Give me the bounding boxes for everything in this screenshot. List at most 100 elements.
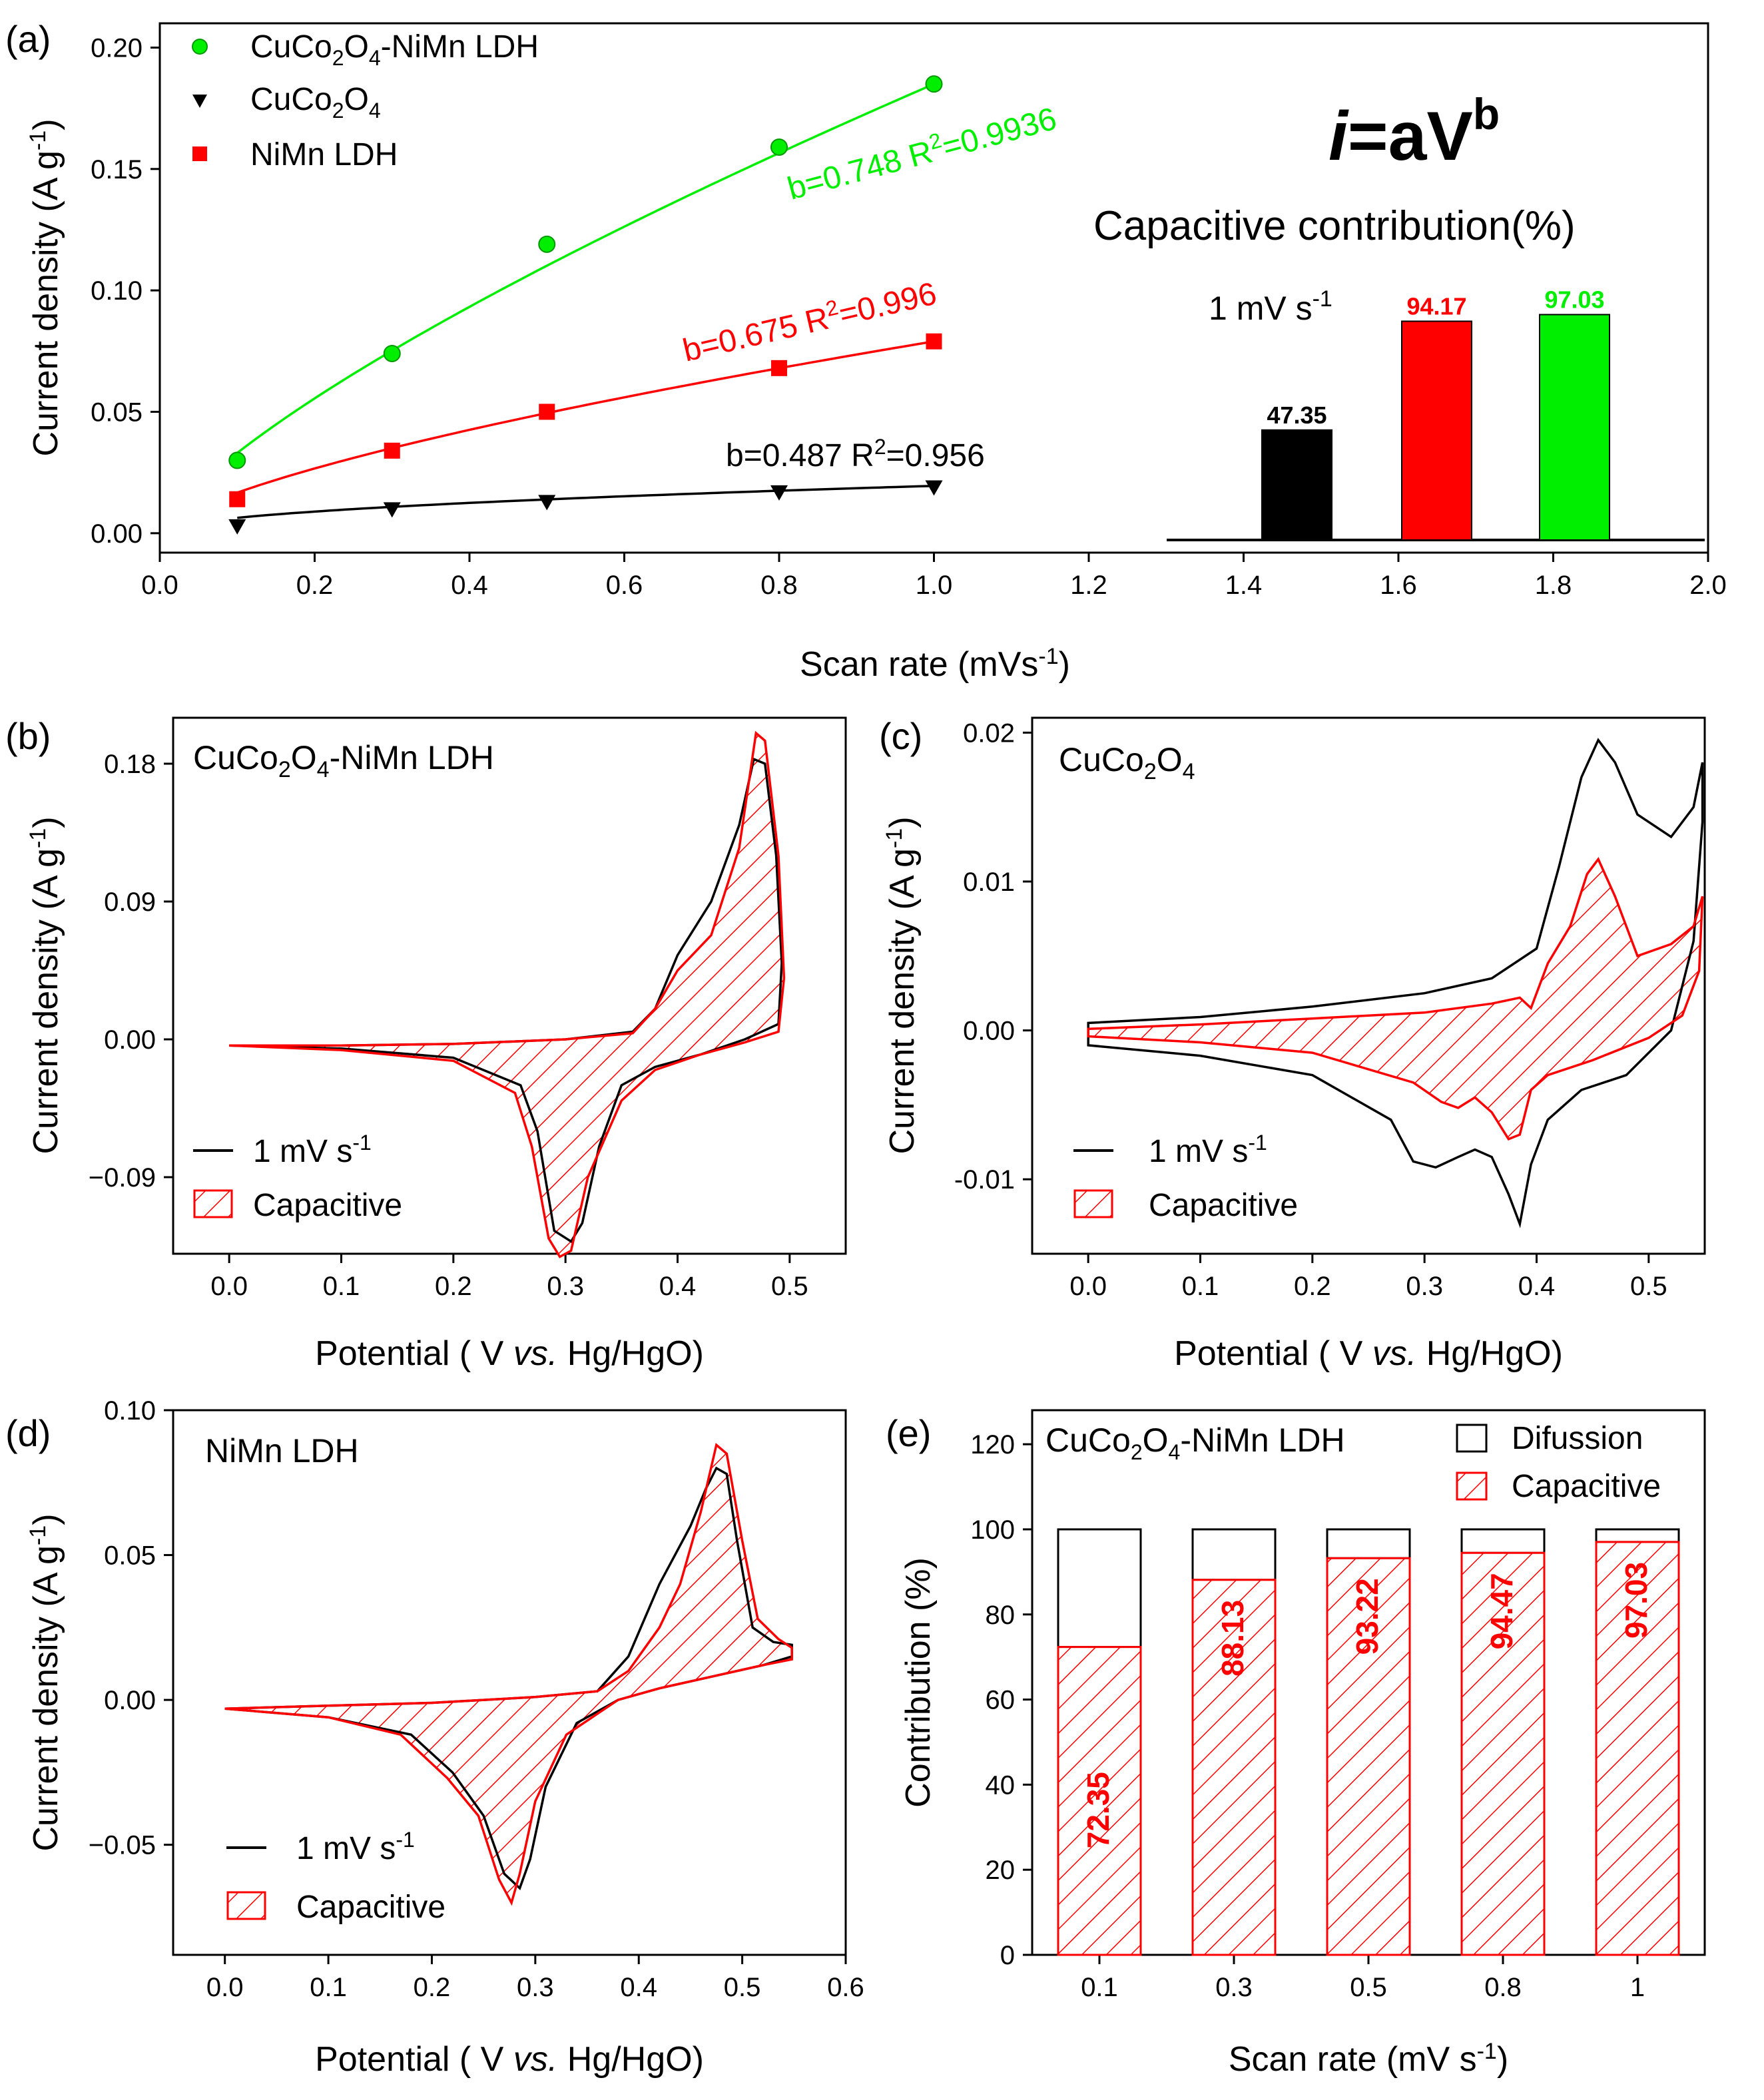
inset-bar-label: 97.03	[1544, 286, 1604, 313]
data-point	[538, 235, 556, 253]
panel-a-fit-curves	[236, 83, 935, 519]
x-tick-label: 0.0	[141, 571, 178, 600]
y-tick-label: 0.00	[104, 1686, 156, 1715]
y-tick-label: −0.09	[89, 1163, 156, 1192]
panel-b-legend-hatch	[193, 1189, 233, 1218]
panel-d-legend-hatch-label: Capacitive	[296, 1890, 445, 1925]
y-tick-label: 0.15	[91, 155, 143, 184]
diffusion-bar	[1057, 1528, 1142, 1649]
x-tick-label: 0.2	[435, 1272, 472, 1301]
panel-a-x-axis-label: Scan rate (mVs-1)	[800, 644, 1070, 684]
panel-e-y-axis-label: Contribution (%)	[899, 1557, 938, 1808]
x-tick-label: 0.8	[760, 571, 798, 600]
panel-d: (d) 0.0 0.1 0.2 0.3 0.4 0.5 0.6 0.10 0.05 0.00 −0.…	[5, 1396, 864, 2079]
inset-bar	[1401, 320, 1472, 541]
panel-e-x-axis-label: Scan rate (mV s-1)	[1229, 2039, 1508, 2079]
y-tick-label: −0.05	[89, 1831, 156, 1860]
data-point	[539, 403, 555, 420]
x-tick-label: 0.3	[547, 1272, 584, 1301]
panel-c-x-axis-label: Potential ( V vs. Hg/HgO)	[1174, 1334, 1563, 1373]
legend-label-cuco2o4: CuCo2O4	[250, 82, 381, 123]
x-tick-label: 0.4	[659, 1272, 697, 1301]
capacitive-bar	[1326, 1557, 1411, 1956]
panel-b-sample-name: CuCo2O4-NiMn LDH	[193, 739, 494, 782]
inset-bar	[1261, 429, 1332, 541]
capacitive-value-label: 88.13	[1215, 1600, 1250, 1677]
diffusion-bar	[1191, 1528, 1277, 1581]
inset-bar	[1539, 314, 1610, 541]
inset-formula: i=aVb	[1328, 89, 1500, 175]
y-tick-label: 40	[986, 1770, 1016, 1800]
inset-bar-label: 47.35	[1267, 401, 1326, 429]
x-tick-label: 0.3	[517, 1973, 554, 2002]
panel-c: (c) 0.0 0.1 0.2 0.3 0.4 0.50.020.010.00-0.01 …	[879, 715, 1706, 1373]
y-tick-label: 0.20	[91, 33, 143, 63]
x-tick-label: 0.3	[1406, 1272, 1443, 1301]
panel-c-legend-line-label: 1 mV s-1	[1149, 1131, 1267, 1169]
capacitive-bar	[1460, 1551, 1546, 1956]
y-tick-label: 0.00	[104, 1025, 156, 1055]
panel-c-frame	[1031, 716, 1706, 1255]
x-tick-label: 0.8	[1484, 1973, 1522, 2002]
panel-b-legend-line-label: 1 mV s-1	[253, 1131, 372, 1169]
legend-label-cuco2o4-nimn: CuCo2O4-NiMn LDH	[250, 29, 539, 70]
diffusion-bar	[1595, 1528, 1680, 1543]
panel-d-ticks: 0.0 0.1 0.2 0.3 0.4 0.5 0.6 0.10 0.05 0.00 −0.05	[89, 1396, 864, 2002]
x-tick-label: 2.0	[1689, 571, 1727, 600]
x-tick-label: 0.1	[310, 1973, 347, 2002]
x-tick-label: 1.4	[1225, 571, 1263, 600]
fit-label-black: b=0.487 R2=0.956	[726, 435, 985, 473]
x-tick-label: 0.1	[1081, 1973, 1118, 2002]
data-point	[228, 451, 246, 469]
panel-e-legend-capacitive-label: Capacitive	[1512, 1469, 1661, 1504]
x-tick-label: 0.5	[1630, 1272, 1667, 1301]
y-tick-label: 100	[970, 1515, 1015, 1545]
capacitive-value-label: 93.22	[1350, 1578, 1384, 1655]
y-tick-label: 0.18	[104, 750, 156, 779]
x-tick-label: 0.6	[606, 571, 643, 600]
y-tick-label: 0.10	[91, 276, 143, 306]
panel-d-sample-name: NiMn LDH	[205, 1432, 359, 1469]
y-tick-label: 0.09	[104, 888, 156, 917]
fit-curve-2	[236, 340, 934, 494]
panel-c-ticks: 0.0 0.1 0.2 0.3 0.4 0.5 0.02 0.01 0.00 -0.01	[954, 718, 1667, 1301]
panel-c-y-axis-label: Current density (A g-1)	[882, 816, 922, 1154]
x-tick-label: 1.6	[1380, 571, 1417, 600]
data-point	[383, 502, 401, 518]
data-point	[383, 344, 401, 362]
diffusion-bar	[1460, 1528, 1546, 1554]
x-tick-label: 0.1	[323, 1272, 360, 1301]
panel-b-capacitive-area	[229, 733, 784, 1257]
data-point	[926, 333, 942, 350]
panel-b-ticks: 0.0 0.1 0.2 0.3 0.4 0.5 0.18 0.09 0.00 −0.09	[89, 750, 808, 1301]
data-point	[925, 75, 943, 93]
panel-b-y-axis-label: Current density (A g-1)	[25, 816, 65, 1154]
panel-a: (a) 0.0 0.2 0.4 0.6 0.8 1.0 1.2 1.4 1.6 1.8 2.0 0.…	[5, 18, 1727, 684]
legend-label-nimn: NiMn LDH	[250, 137, 398, 172]
panel-a-y-axis-label: Current density (A g-1)	[25, 119, 65, 456]
data-point	[770, 485, 788, 501]
x-tick-label: 0.4	[1518, 1272, 1556, 1301]
x-tick-label: 1.8	[1535, 571, 1572, 600]
x-tick-label: 0.4	[620, 1973, 657, 2002]
y-tick-label: 0.00	[91, 519, 143, 549]
fit-curve-1	[237, 484, 934, 519]
y-tick-label: 120	[970, 1430, 1015, 1459]
capacitive-bar	[1595, 1541, 1680, 1956]
capacitive-bar	[1191, 1579, 1277, 1956]
panel-d-capacitive-area	[224, 1445, 792, 1903]
y-tick-label: 0.00	[963, 1017, 1015, 1046]
x-tick-label: 0.4	[451, 571, 488, 600]
inset-rate-label: 1 mV s-1	[1209, 286, 1332, 327]
diffusion-bar	[1326, 1528, 1411, 1559]
panel-a-inset: i=aVb Capacitive contribution(%) 1 mV s-…	[1093, 89, 1705, 541]
panel-a-y-ticks: 0.00 0.05 0.10 0.15 0.20	[91, 33, 160, 549]
y-tick-label: 0.05	[104, 1541, 156, 1571]
x-tick-label: 0.5	[724, 1973, 761, 2002]
panel-c-legend-hatch-label: Capacitive	[1149, 1188, 1298, 1223]
legend-marker-green	[192, 39, 208, 55]
panel-b-x-axis-label: Potential ( V vs. Hg/HgO)	[315, 1334, 704, 1373]
panel-a-label: (a)	[5, 18, 51, 60]
panel-a-legend: CuCo2O4-NiMn LDH CuCo2O4 NiMn LDH	[192, 29, 539, 172]
